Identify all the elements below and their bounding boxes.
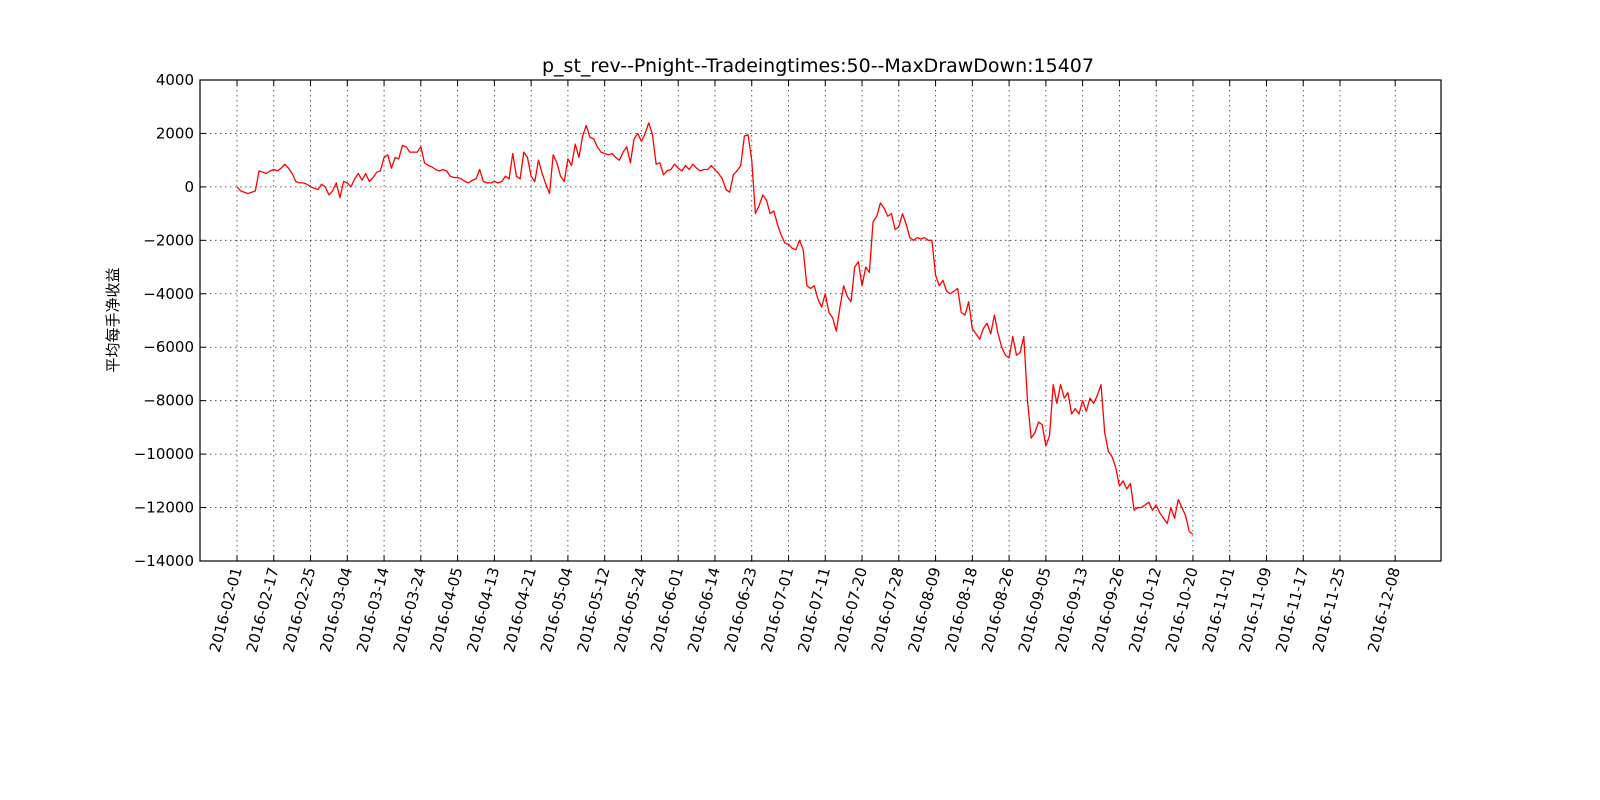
y-tick-label: 2000 bbox=[156, 124, 194, 142]
y-tick-label: −6000 bbox=[143, 338, 194, 356]
y-tick-label: 4000 bbox=[156, 71, 194, 89]
series-layer bbox=[236, 122, 1194, 535]
y-tick-label: −8000 bbox=[143, 392, 194, 410]
y-tick-label: −10000 bbox=[134, 445, 194, 463]
y-tick-label: −12000 bbox=[134, 499, 194, 517]
y-tick-label: −4000 bbox=[143, 285, 194, 303]
y-tick-label: −14000 bbox=[134, 552, 194, 570]
grid-layer bbox=[200, 80, 1441, 561]
y-axis-label: 平均每手净收益 bbox=[104, 267, 122, 372]
y-axis: 4000 2000 0 −2000 −4000 −6000 −8000 −10000 −1200… bbox=[134, 71, 1441, 570]
chart-title: p_st_rev--Pnight--Tradeingtimes:50--MaxD… bbox=[542, 55, 1094, 77]
series-line bbox=[236, 122, 1194, 535]
plot-area-frame bbox=[199, 79, 1442, 562]
y-tick-label: −2000 bbox=[143, 231, 194, 249]
y-tick-label: 0 bbox=[184, 178, 194, 196]
